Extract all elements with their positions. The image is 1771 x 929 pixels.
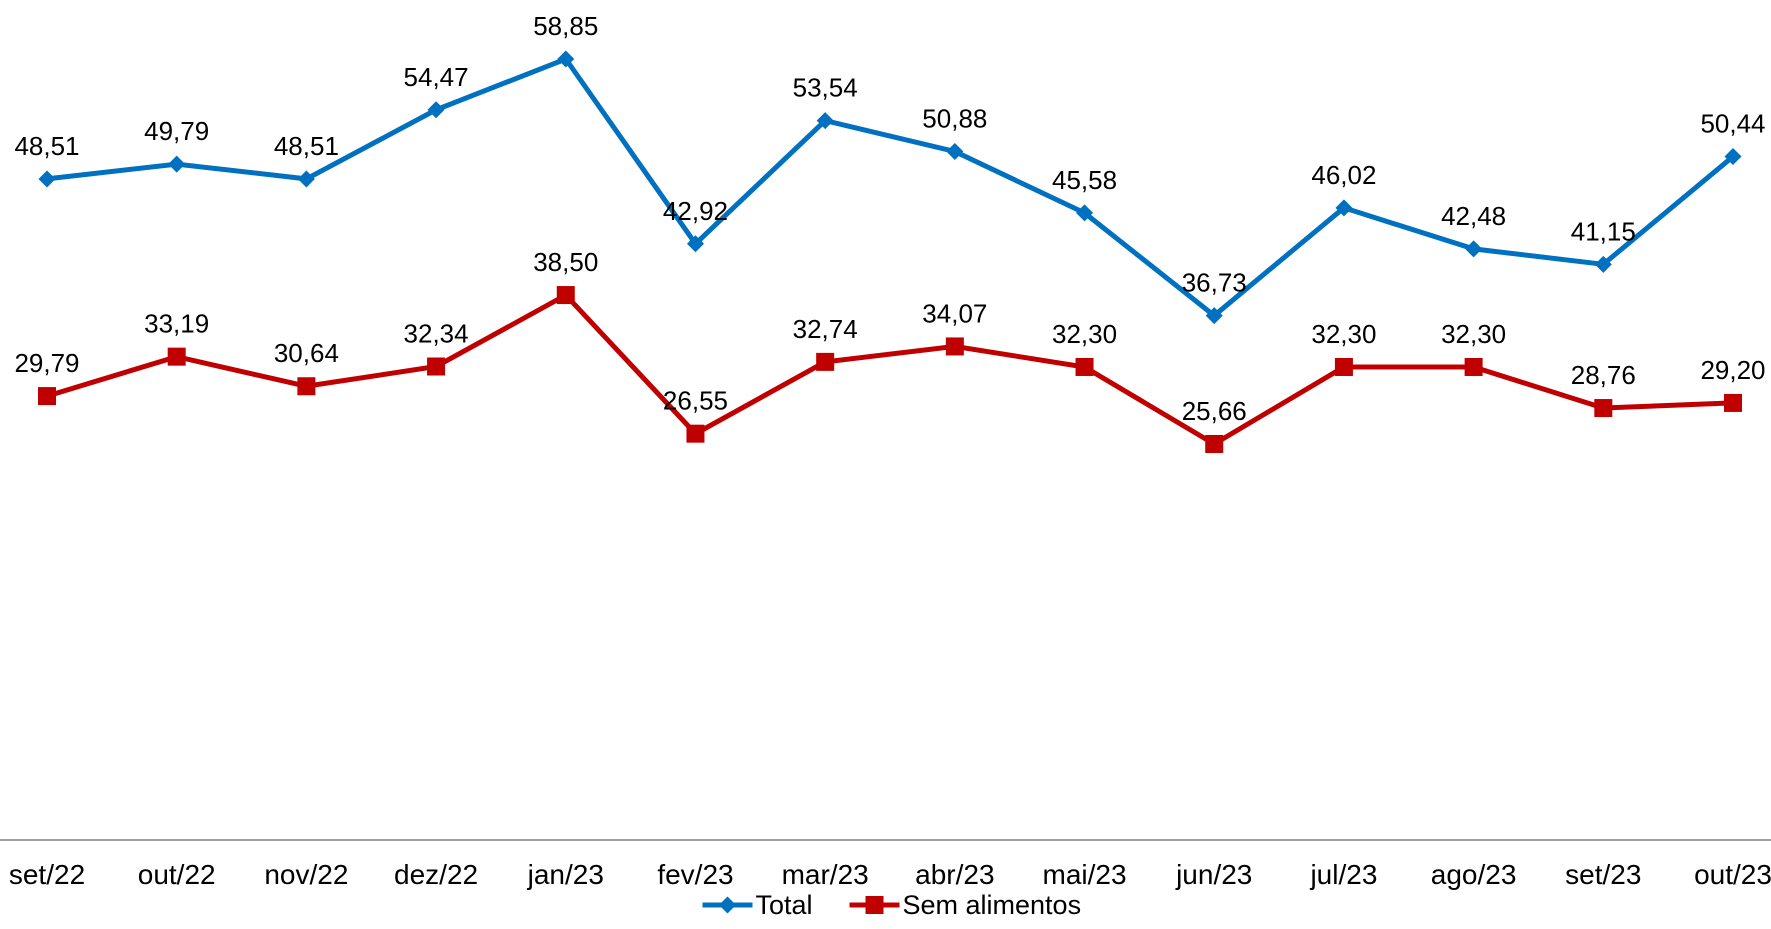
data-point-total: [686, 235, 704, 253]
data-label-total: 46,02: [1311, 160, 1376, 190]
data-label-total: 45,58: [1052, 165, 1117, 195]
data-label-sem-alimentos: 29,79: [14, 348, 79, 378]
series-sem-alimentos: [38, 286, 1742, 454]
data-point-total: [297, 170, 315, 188]
data-label-sem-alimentos: 32,34: [404, 319, 469, 349]
data-labels-layer: 48,51 49,79 48,51 54,47 58,85 42,92 53,54 50,88…: [14, 11, 1765, 426]
legend-item-total: Total: [702, 890, 813, 920]
data-label-total: 50,88: [922, 103, 987, 133]
data-label-total: 53,54: [793, 73, 858, 103]
data-label-total: 42,92: [663, 196, 728, 226]
data-label-total: 42,48: [1441, 201, 1506, 231]
legend: Total Sem alimentos: [702, 890, 1082, 920]
data-point-sem-alimentos: [1334, 357, 1353, 376]
x-tick-label: nov/22: [264, 859, 348, 890]
data-label-sem-alimentos: 32,30: [1052, 319, 1117, 349]
x-tick-label: jan/23: [527, 859, 604, 890]
data-point-sem-alimentos: [1724, 393, 1742, 412]
legend-label-total: Total: [756, 890, 813, 920]
data-label-sem-alimentos: 28,76: [1571, 360, 1636, 390]
data-label-total: 50,44: [1700, 109, 1765, 139]
data-label-sem-alimentos: 26,55: [663, 386, 728, 416]
x-tick-label: set/23: [1565, 859, 1641, 890]
x-tick-label: dez/22: [394, 859, 478, 890]
x-tick-label: out/22: [138, 859, 216, 890]
data-label-total: 41,15: [1571, 216, 1636, 246]
data-point-total: [168, 155, 186, 173]
data-point-total: [816, 112, 834, 130]
data-point-total: [1724, 148, 1742, 166]
data-label-sem-alimentos: 34,07: [922, 298, 987, 328]
x-tick-labels: set/22 out/22 nov/22 dez/22 jan/23 fev/23 mar/…: [9, 859, 1771, 890]
data-label-total: 48,51: [14, 131, 79, 161]
legend-item-sem-alimentos: Sem alimentos: [849, 890, 1082, 920]
data-point-total: [1205, 307, 1223, 325]
data-label-total: 48,51: [274, 131, 339, 161]
data-label-total: 49,79: [144, 116, 209, 146]
legend-label-sem-alimentos: Sem alimentos: [903, 890, 1082, 920]
series-total: [38, 50, 1742, 325]
data-point-total: [946, 142, 964, 160]
x-tick-label: jul/23: [1309, 859, 1377, 890]
x-tick-label: out/23: [1694, 859, 1771, 890]
data-label-sem-alimentos: 29,20: [1700, 355, 1765, 385]
x-tick-label: fev/23: [657, 859, 733, 890]
data-point-total: [1076, 204, 1094, 222]
legend-marker-sem-alimentos: [865, 896, 884, 914]
data-point-sem-alimentos: [1075, 357, 1094, 376]
series-line-sem-alimentos: [46, 291, 1734, 447]
data-label-sem-alimentos: 38,50: [533, 247, 598, 277]
data-point-sem-alimentos: [427, 357, 446, 376]
data-label-total: 54,47: [404, 62, 469, 92]
data-label-total: 58,85: [533, 11, 598, 41]
data-point-total: [38, 170, 56, 188]
data-label-total: 36,73: [1182, 268, 1247, 298]
series-layer: [38, 50, 1742, 454]
data-point-sem-alimentos: [167, 347, 186, 366]
data-point-sem-alimentos: [1594, 399, 1613, 418]
legend-marker-total: [719, 896, 736, 914]
x-tick-label: ago/23: [1431, 859, 1517, 890]
x-tick-label: jun/23: [1175, 859, 1252, 890]
data-point-total: [427, 101, 445, 119]
x-tick-label: mar/23: [782, 859, 869, 890]
x-tick-label: abr/23: [915, 859, 994, 890]
data-point-sem-alimentos: [1205, 435, 1224, 454]
data-point-total: [557, 50, 575, 68]
data-label-sem-alimentos: 30,64: [274, 338, 339, 368]
x-tick-label: set/22: [9, 859, 85, 890]
data-point-sem-alimentos: [297, 377, 316, 396]
data-point-total: [1335, 199, 1353, 217]
data-point-sem-alimentos: [945, 337, 964, 356]
data-point-sem-alimentos: [816, 352, 835, 371]
data-point-sem-alimentos: [686, 424, 705, 443]
series-line-total: [46, 55, 1735, 319]
data-point-sem-alimentos: [1464, 357, 1483, 376]
data-point-total: [1594, 255, 1612, 273]
data-label-sem-alimentos: 33,19: [144, 309, 209, 339]
data-label-sem-alimentos: 25,66: [1182, 396, 1247, 426]
data-point-total: [1465, 240, 1483, 258]
data-point-sem-alimentos: [556, 286, 575, 305]
data-label-sem-alimentos: 32,74: [793, 314, 858, 344]
data-label-sem-alimentos: 32,30: [1441, 319, 1506, 349]
x-tick-label: mai/23: [1043, 859, 1127, 890]
data-point-sem-alimentos: [38, 387, 56, 406]
data-label-sem-alimentos: 32,30: [1311, 319, 1376, 349]
